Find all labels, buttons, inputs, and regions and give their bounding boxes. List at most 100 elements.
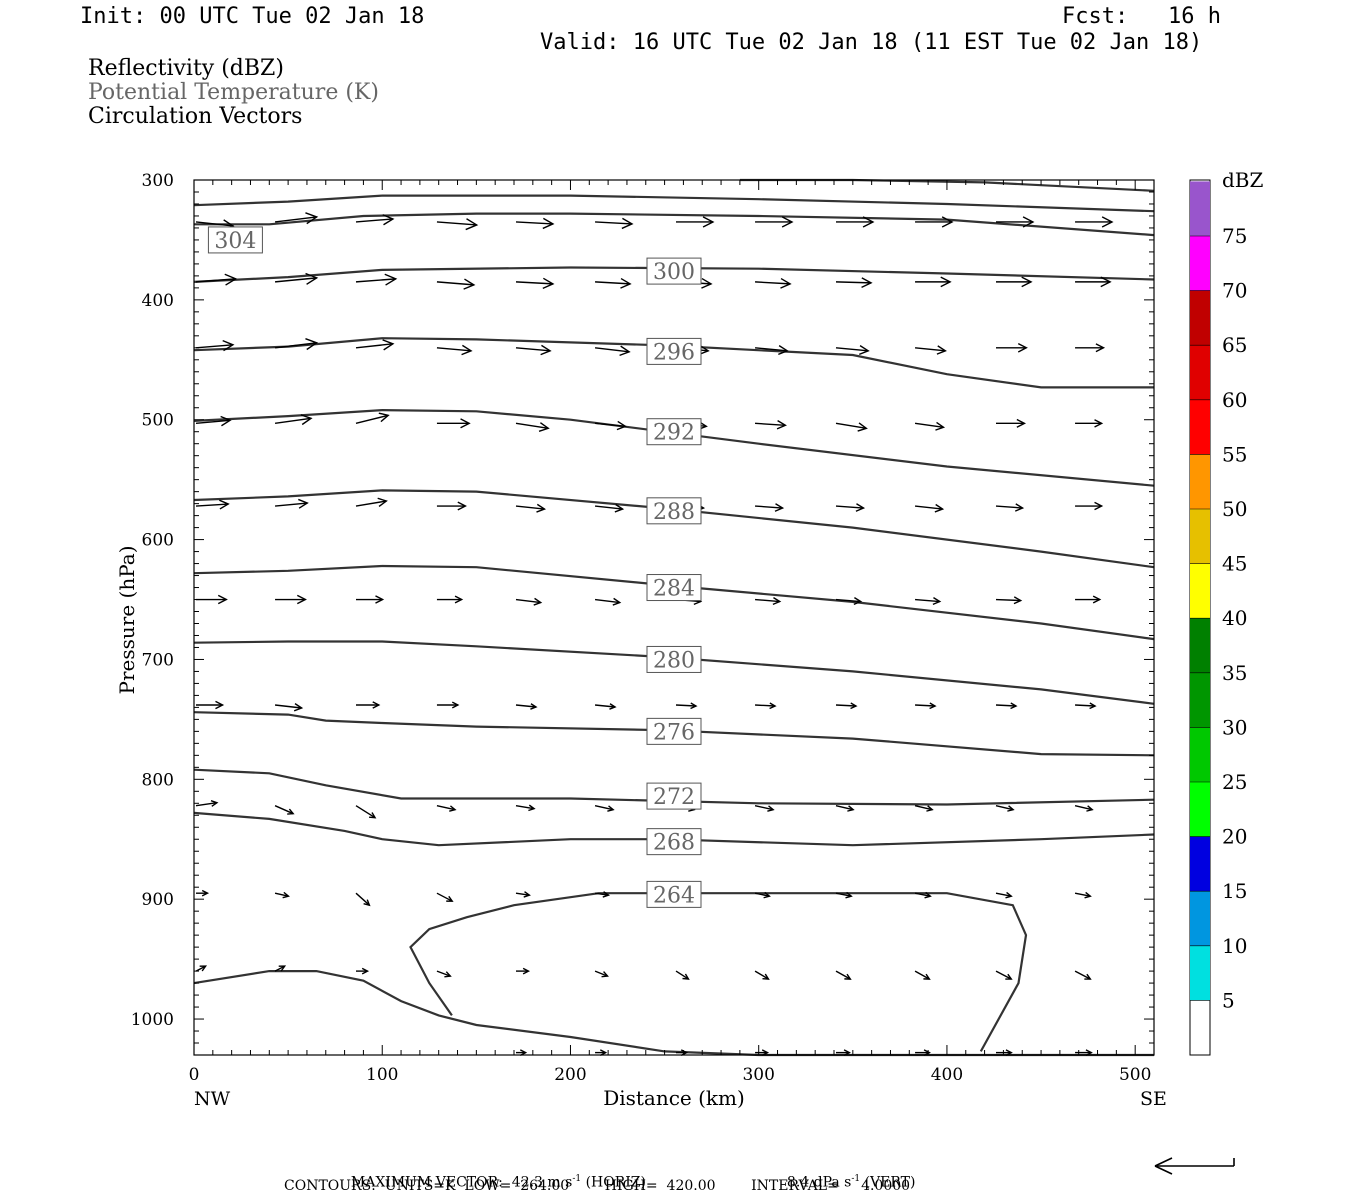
valid-time: Valid: 16 UTC Tue 02 Jan 18 (11 EST Tue … — [540, 30, 1203, 55]
isentrope-300-3 — [193, 266, 1155, 283]
isentrope-276-9 — [193, 711, 1155, 757]
circulation-vector — [436, 892, 453, 902]
init-time: Init: 00 UTC Tue 02 Jan 18 — [80, 4, 425, 29]
y-tick-label: 500 — [142, 411, 174, 431]
circulation-vector — [355, 892, 370, 906]
vector-arrowhead — [465, 218, 479, 231]
circulation-vector — [914, 347, 946, 352]
circulation-vector — [436, 805, 456, 811]
plot-frame — [193, 179, 1155, 1056]
vector-arrowhead — [384, 273, 398, 286]
vector-arrowhead — [941, 216, 954, 228]
circulation-vector — [755, 704, 776, 707]
colorbar-tick-label: 20 — [1222, 825, 1247, 849]
vector-arrowhead — [460, 418, 471, 429]
colorbar-tick-label: 45 — [1222, 552, 1247, 576]
max-vector-label: MAXIMUM VECTOR: — [350, 1174, 503, 1191]
vector-arrowhead — [614, 503, 625, 513]
colorbar-tick-label: 30 — [1222, 715, 1247, 739]
vector-arrowhead — [538, 422, 550, 433]
vector-arrowhead — [446, 895, 454, 902]
vector-arrowhead — [1092, 595, 1102, 604]
circulation-vector — [594, 805, 614, 811]
vector-arrowhead — [298, 498, 309, 509]
vector-arrowhead — [619, 345, 631, 357]
circulation-vector — [195, 278, 236, 283]
colorbar-swatch — [1190, 672, 1210, 728]
colorbar-tick-label: 40 — [1222, 606, 1247, 630]
vector-arrowhead — [847, 805, 855, 812]
vector-arrowhead — [542, 277, 555, 290]
vector-arrowhead — [454, 595, 464, 604]
colorbar-swatch — [1190, 891, 1210, 946]
circulation-vector — [754, 892, 770, 897]
isentrope-288-6 — [193, 489, 1155, 569]
x-end-label-right: SE — [1140, 1088, 1167, 1110]
vector-arrowhead — [1101, 216, 1114, 228]
vector-arrowhead — [778, 345, 789, 356]
colorbar-title: dBZ — [1222, 168, 1264, 192]
vector-arrowhead — [769, 702, 777, 710]
x-tick-label: 100 — [366, 1065, 398, 1085]
circulation-vector — [436, 347, 472, 352]
colorbar-swatch — [1190, 618, 1210, 673]
vector-arrowhead — [1021, 276, 1033, 288]
y-tick-label: 700 — [142, 650, 174, 670]
circulation-vector — [914, 805, 933, 811]
vector-arrowhead — [296, 594, 307, 605]
circulation-vector — [274, 892, 289, 897]
x-tick-label: 400 — [931, 1065, 963, 1085]
forecast-hour: Fcst: 16 h — [1062, 4, 1221, 29]
vector-arrowhead — [924, 891, 932, 899]
circulation-vector — [595, 281, 631, 285]
isentrope-label: 268 — [653, 831, 695, 856]
field-label-theta: Potential Temperature (K) — [88, 80, 379, 105]
circulation-vector — [515, 347, 551, 352]
circulation-vector — [995, 598, 1021, 602]
vector-arrowhead — [607, 805, 615, 812]
isentrope-268-11 — [193, 811, 1155, 847]
isentrope-284-7 — [193, 564, 1155, 641]
circulation-vector — [755, 422, 786, 427]
vector-arrowhead — [1089, 702, 1097, 710]
vector-arrowhead — [850, 702, 858, 710]
vector-arrowhead — [602, 891, 610, 898]
isentrope-272-10 — [193, 768, 1155, 806]
vector-arrowhead — [287, 808, 295, 815]
circulation-vector — [515, 281, 553, 285]
y-tick-label: 800 — [142, 770, 174, 790]
vector-arrowhead — [620, 277, 632, 289]
circulation-vector — [835, 892, 852, 897]
vector-arrowhead — [382, 339, 395, 351]
isentrope-label-box — [646, 574, 702, 602]
circulation-vector — [274, 277, 317, 283]
isentrope-label-box — [646, 880, 702, 908]
vector-arrowhead — [224, 273, 238, 286]
vector-arrowhead — [219, 499, 230, 510]
vector-arrowhead — [457, 501, 467, 511]
vector-arrowhead — [845, 891, 853, 899]
colorbar-swatch — [1190, 509, 1210, 564]
colorbar-swatch — [1190, 945, 1210, 1001]
vector-arrowhead — [853, 597, 863, 605]
contours-info: CONTOURS: UNITS=K LOW= 264.00 HIGH= 420.… — [284, 1178, 911, 1194]
isentrope-label-box — [646, 497, 702, 525]
colorbar-swatch — [1190, 399, 1210, 455]
vector-arrowhead — [616, 420, 627, 431]
vector-arrowhead — [451, 701, 460, 709]
vector-arrowhead — [601, 971, 609, 978]
colorbar-tick-label: 25 — [1222, 770, 1247, 794]
circulation-vector — [195, 344, 233, 349]
vector-arrowhead — [1010, 702, 1018, 710]
vector-arrowhead — [861, 277, 873, 289]
colorbar-tick-label: 50 — [1222, 497, 1247, 521]
circulation-vector — [355, 500, 387, 507]
max-vector-horiz: 42.3 m s — [511, 1174, 573, 1191]
vector-arrowhead — [382, 214, 395, 226]
isentrope-label-box — [646, 645, 702, 673]
vector-arrowhead — [463, 278, 476, 290]
circulation-vector — [515, 505, 545, 510]
vector-arrowhead — [305, 212, 319, 225]
circulation-vector — [515, 221, 553, 225]
vert-tag: (VERT) — [864, 1174, 916, 1191]
